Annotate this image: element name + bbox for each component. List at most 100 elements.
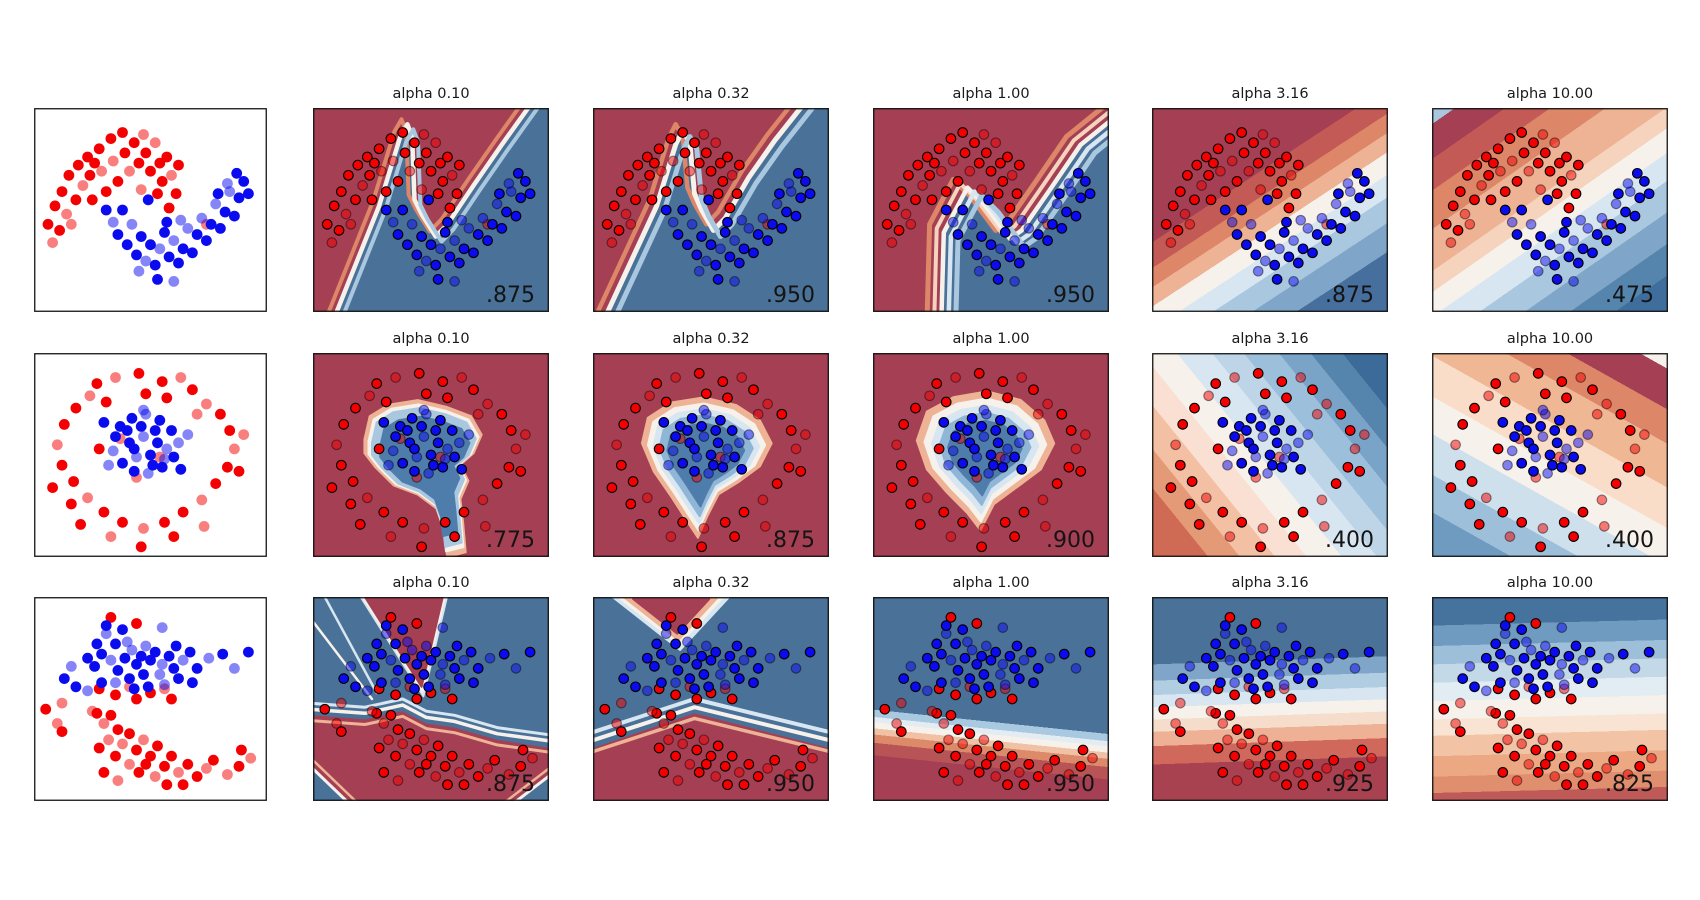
data-point-blue xyxy=(420,640,432,652)
data-point-blue xyxy=(212,188,224,200)
data-point-red xyxy=(503,769,515,780)
data-point-blue xyxy=(696,421,707,432)
data-point-blue xyxy=(1285,425,1297,436)
data-point-blue xyxy=(163,650,175,662)
data-point-red xyxy=(1063,769,1075,780)
data-point-red xyxy=(1205,194,1217,206)
data-point-red xyxy=(733,159,745,171)
data-point-red xyxy=(47,237,58,249)
data-point-blue xyxy=(413,265,425,277)
data-point-blue xyxy=(145,654,156,666)
data-point-red xyxy=(411,618,423,629)
decision-surface: .475 xyxy=(1432,108,1668,312)
data-point-blue xyxy=(184,646,196,658)
data-point-red xyxy=(373,742,385,754)
data-point-red xyxy=(1231,176,1243,187)
data-point-red xyxy=(1454,697,1466,709)
data-point-red xyxy=(390,750,401,762)
data-point-red xyxy=(606,237,618,248)
data-point-blue xyxy=(1561,443,1572,455)
data-point-red xyxy=(149,771,161,782)
data-point-blue xyxy=(781,206,792,218)
data-point-blue xyxy=(1558,453,1570,465)
data-point-blue xyxy=(140,640,152,652)
data-point-blue xyxy=(1631,167,1643,179)
data-point-blue xyxy=(1248,683,1259,695)
data-point-blue xyxy=(1528,443,1539,455)
data-point-red xyxy=(1311,771,1323,782)
data-point-red xyxy=(1354,760,1366,772)
data-point-red xyxy=(1471,159,1483,171)
data-point-red xyxy=(140,758,152,770)
data-point-red xyxy=(154,157,166,169)
data-point-red xyxy=(1342,769,1354,780)
data-point-red xyxy=(1473,519,1485,530)
data-point-blue xyxy=(1184,661,1196,672)
data-point-red xyxy=(1634,465,1646,477)
data-point-blue xyxy=(1264,654,1276,666)
data-point-blue xyxy=(1359,176,1370,187)
data-point-red xyxy=(1281,779,1292,791)
data-point-red xyxy=(399,147,411,159)
panel-frame xyxy=(1152,597,1388,801)
data-point-blue xyxy=(449,276,460,287)
data-point-red xyxy=(1174,697,1186,709)
data-point-blue xyxy=(390,431,401,442)
data-point-red xyxy=(1210,378,1222,389)
data-point-red xyxy=(945,709,957,721)
data-point-blue xyxy=(677,624,689,635)
data-point-blue xyxy=(985,654,997,666)
data-point-blue xyxy=(689,683,700,695)
data-point-blue xyxy=(1222,459,1233,471)
data-point-red xyxy=(56,459,68,471)
data-point-red xyxy=(86,705,98,717)
data-point-red xyxy=(117,127,128,138)
data-point-blue xyxy=(1189,681,1200,693)
data-point-blue xyxy=(411,658,423,670)
data-point-blue xyxy=(1469,681,1480,693)
data-point-red xyxy=(693,157,705,169)
data-point-blue xyxy=(1558,679,1570,691)
data-point-blue xyxy=(980,255,992,267)
data-point-blue xyxy=(1025,646,1037,658)
data-point-red xyxy=(1452,225,1464,236)
data-point-blue xyxy=(1311,663,1323,674)
data-point-blue xyxy=(409,443,420,455)
data-point-red xyxy=(82,492,93,504)
data-point-blue xyxy=(187,677,198,689)
data-point-red xyxy=(992,740,1004,752)
data-point-red xyxy=(1537,523,1549,534)
data-point-blue xyxy=(1229,677,1240,689)
data-point-blue xyxy=(1554,414,1565,426)
data-point-red xyxy=(133,767,145,778)
data-point-blue xyxy=(1283,251,1295,263)
data-point-blue xyxy=(105,654,117,666)
data-point-blue xyxy=(387,445,399,457)
data-point-blue xyxy=(484,652,496,664)
data-point-red xyxy=(198,521,210,532)
data-point-red xyxy=(1165,482,1177,493)
data-point-blue xyxy=(1290,640,1302,652)
data-point-blue xyxy=(472,229,484,240)
data-point-red xyxy=(117,516,128,528)
data-point-blue xyxy=(380,204,392,216)
data-point-red xyxy=(601,218,613,230)
data-point-blue xyxy=(1058,648,1070,660)
data-point-blue xyxy=(1013,437,1025,449)
data-point-blue xyxy=(494,188,505,200)
classifier-panel: .925 xyxy=(1152,597,1388,801)
data-point-red xyxy=(366,194,378,206)
data-point-red xyxy=(999,516,1011,528)
data-point-red xyxy=(1276,176,1288,187)
data-point-red xyxy=(446,169,458,181)
data-point-red xyxy=(411,693,423,705)
data-point-red xyxy=(1075,760,1087,772)
data-point-blue xyxy=(432,437,444,449)
data-point-red xyxy=(152,740,163,752)
data-point-red xyxy=(738,506,750,518)
data-point-red xyxy=(156,376,168,387)
data-point-blue xyxy=(100,204,112,216)
data-point-red xyxy=(1224,531,1236,542)
data-point-red xyxy=(191,771,203,782)
data-point-blue xyxy=(1259,640,1271,652)
